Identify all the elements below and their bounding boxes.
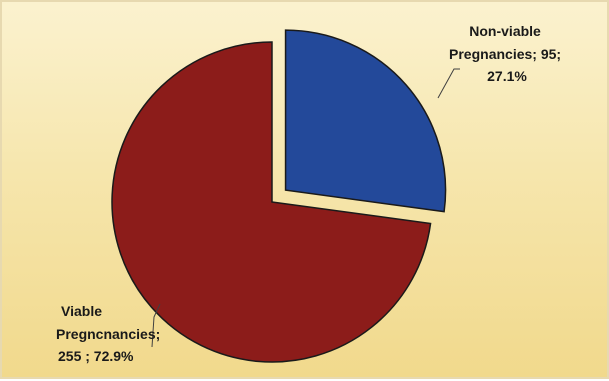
pie-slice-non-viable <box>284 29 447 213</box>
pie-slice-viable <box>111 41 432 363</box>
data-label-viable-line-2: Pregncnancies; <box>56 326 160 342</box>
leader-line-viable <box>151 303 161 348</box>
leader-line-non-viable <box>437 68 460 99</box>
data-label-non-viable-line-3: 27.1% <box>487 68 527 84</box>
data-label-viable-line-1: Viable <box>61 303 102 319</box>
data-label-non-viable-line-2: Pregnancies; 95; <box>449 46 561 62</box>
data-label-non-viable: Non-viable Pregnancies; 95; 27.1% <box>449 23 565 84</box>
data-label-viable: Viable Pregncnancies; 255 ; 72.9% <box>56 303 164 364</box>
data-label-viable-line-3: 255 ; 72.9% <box>58 348 134 364</box>
data-label-non-viable-line-1: Non-viable <box>469 23 541 39</box>
